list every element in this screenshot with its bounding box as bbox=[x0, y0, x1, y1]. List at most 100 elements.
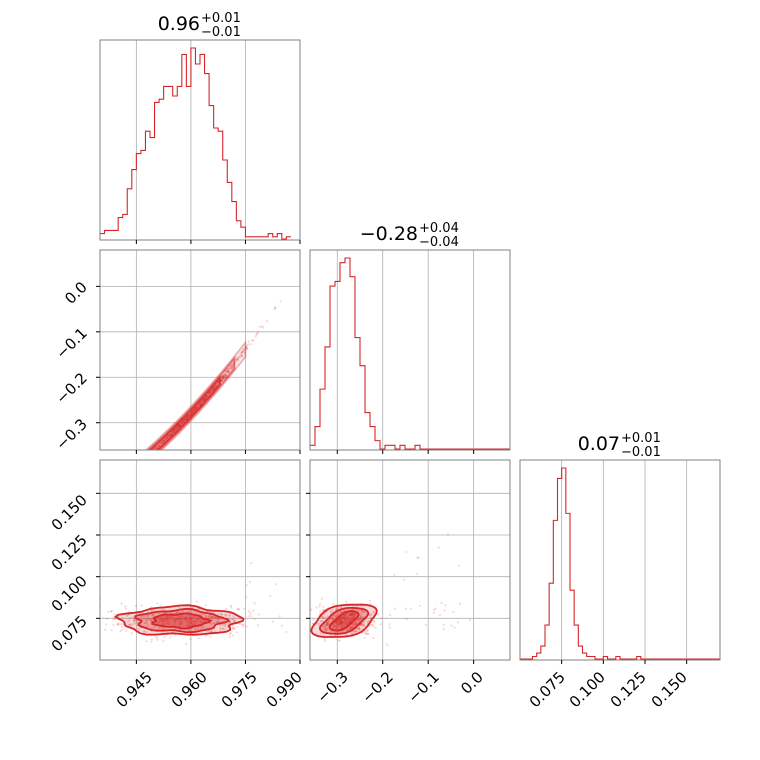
scatter-point bbox=[241, 623, 244, 627]
scatter-point bbox=[349, 619, 352, 623]
scatter-point bbox=[139, 463, 141, 465]
scatter-point bbox=[326, 622, 329, 626]
scatter-point bbox=[253, 618, 256, 621]
scatter-point bbox=[355, 630, 358, 633]
scatter-point bbox=[206, 610, 209, 613]
scatter-point bbox=[224, 373, 227, 376]
scatter-point bbox=[335, 607, 338, 610]
scatter-point bbox=[319, 620, 322, 623]
scatter-point bbox=[224, 625, 227, 628]
scatter-point bbox=[168, 619, 171, 622]
scatter-point bbox=[341, 626, 344, 629]
scatter-point bbox=[366, 621, 370, 624]
scatter-point bbox=[251, 339, 254, 342]
scatter-point bbox=[143, 615, 146, 618]
scatter-point bbox=[208, 391, 212, 394]
scatter-point bbox=[207, 615, 210, 618]
scatter-point bbox=[188, 620, 191, 623]
scatter-point bbox=[161, 618, 164, 621]
scatter-point bbox=[326, 628, 329, 631]
scatter-point bbox=[341, 625, 344, 628]
scatter-point bbox=[187, 415, 190, 418]
scatter-point bbox=[209, 390, 213, 393]
scatter-point bbox=[146, 623, 149, 626]
x-tick-label: 0.975 bbox=[218, 668, 261, 711]
scatter-point bbox=[220, 613, 223, 617]
scatter-point bbox=[161, 618, 164, 622]
scatter-point bbox=[339, 616, 342, 619]
scatter-point bbox=[226, 370, 229, 373]
scatter-point bbox=[196, 618, 199, 621]
scatter-point bbox=[124, 605, 127, 608]
scatter-point bbox=[321, 609, 324, 612]
scatter-point bbox=[326, 621, 329, 624]
scatter-point bbox=[94, 627, 96, 629]
x-tick-label: 0.960 bbox=[168, 668, 211, 711]
scatter-point bbox=[143, 457, 145, 459]
scatter-point bbox=[186, 610, 189, 613]
scatter-point bbox=[185, 624, 189, 627]
scatter-point bbox=[165, 435, 168, 439]
scatter-point bbox=[357, 618, 360, 622]
scatter-point bbox=[165, 615, 168, 618]
scatter-point bbox=[223, 376, 226, 379]
scatter-point bbox=[208, 392, 211, 395]
scatter-point bbox=[168, 620, 171, 624]
scatter-point bbox=[217, 613, 220, 616]
scatter-point bbox=[168, 622, 171, 625]
panel-frame bbox=[99, 249, 301, 451]
scatter-point bbox=[340, 626, 343, 630]
scatter-point bbox=[342, 617, 346, 620]
scatter-point bbox=[175, 618, 178, 621]
scatter-point bbox=[175, 426, 178, 429]
scatter-point bbox=[128, 623, 131, 627]
scatter-point bbox=[204, 395, 207, 399]
scatter-point bbox=[333, 614, 336, 617]
scatter-point bbox=[241, 350, 244, 353]
scatter-point bbox=[246, 344, 249, 347]
title-param3: 0.07 +0.01 −0.01 bbox=[578, 431, 661, 460]
scatter-point bbox=[240, 351, 243, 354]
scatter-point bbox=[325, 623, 328, 627]
scatter-point bbox=[162, 439, 165, 442]
scatter-point bbox=[158, 445, 161, 448]
scatter-point bbox=[271, 620, 274, 623]
scatter-point bbox=[224, 376, 227, 379]
scatter-point bbox=[197, 627, 200, 630]
scatter-point bbox=[350, 613, 353, 616]
scatter-point bbox=[181, 421, 184, 424]
scatter-point bbox=[323, 626, 326, 629]
scatter-point bbox=[175, 427, 178, 430]
scatter-point bbox=[320, 597, 323, 600]
scatter-point bbox=[340, 619, 343, 622]
scatter-point bbox=[162, 607, 165, 611]
scatter-point bbox=[220, 377, 223, 380]
scatter-point bbox=[207, 392, 210, 395]
scatter-point bbox=[231, 365, 234, 369]
scatter-point bbox=[344, 619, 348, 622]
scatter-point bbox=[124, 474, 126, 476]
scatter-point bbox=[77, 608, 79, 610]
scatter-point bbox=[147, 454, 149, 456]
scatter-point bbox=[181, 421, 184, 425]
scatter-point bbox=[355, 623, 358, 626]
scatter-point bbox=[337, 618, 340, 621]
scatter-point bbox=[217, 381, 220, 384]
scatter-point bbox=[321, 615, 324, 618]
scatter-point bbox=[248, 581, 251, 584]
scatter-point bbox=[245, 345, 248, 349]
scatter-point bbox=[180, 422, 183, 425]
panel-frame bbox=[309, 459, 511, 661]
scatter-point bbox=[159, 617, 162, 620]
scatter-point bbox=[240, 355, 243, 358]
scatter-point bbox=[368, 599, 371, 602]
scatter-point bbox=[200, 621, 203, 624]
scatter-point bbox=[348, 613, 351, 616]
scatter-point bbox=[469, 619, 472, 622]
y-tick-label: −0.2 bbox=[52, 369, 90, 407]
scatter-point bbox=[199, 618, 202, 621]
title-param2-lower: −0.04 bbox=[419, 235, 459, 250]
scatter-point bbox=[133, 618, 136, 621]
scatter-point bbox=[216, 617, 219, 620]
scatter-point bbox=[175, 617, 178, 621]
